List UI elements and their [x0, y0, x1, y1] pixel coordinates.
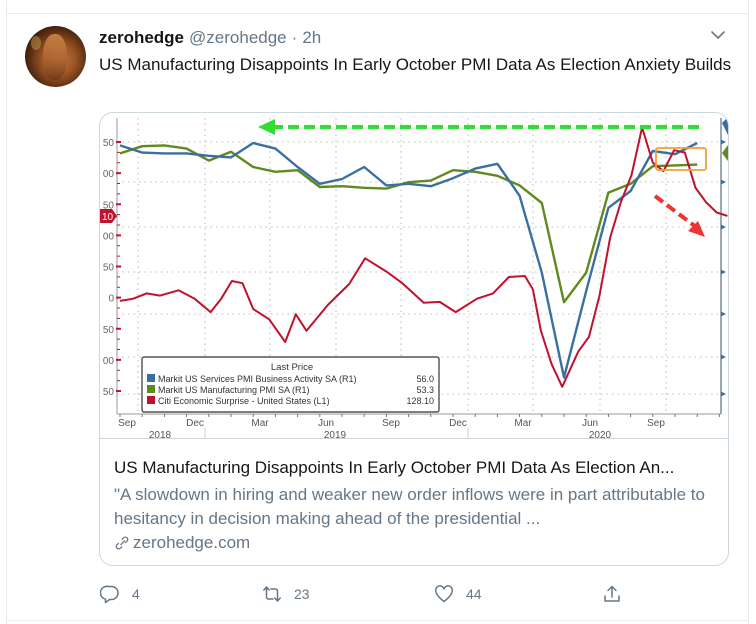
card-domain: zerohedge.com	[114, 533, 250, 553]
card-image-chart: 50 00 50 00 50 0 50 00 50 10 Sep Dec Mar Jun Sep Dec Mar…	[100, 113, 728, 439]
user-handle[interactable]: @zerohedge	[189, 28, 287, 47]
link-icon	[115, 536, 129, 550]
svg-text:00: 00	[103, 356, 115, 367]
column-border-left	[6, 0, 7, 624]
reply-icon	[100, 585, 119, 604]
column-border-right	[748, 0, 749, 624]
share-button[interactable]	[602, 580, 622, 608]
avatar[interactable]	[25, 26, 86, 87]
svg-text:10: 10	[102, 212, 114, 223]
svg-text:2018: 2018	[149, 430, 172, 439]
svg-text:Jun: Jun	[318, 418, 334, 429]
svg-text:Markit US Services PMI Busines: Markit US Services PMI Business Activity…	[158, 374, 357, 384]
tweet-actions: 4 23 44	[0, 580, 756, 608]
reply-button[interactable]: 4	[100, 580, 140, 608]
like-button[interactable]: 44	[434, 580, 482, 608]
svg-text:50: 50	[103, 138, 115, 149]
svg-text:128.10: 128.10	[406, 396, 434, 406]
svg-text:Sep: Sep	[647, 418, 665, 429]
svg-text:00: 00	[103, 231, 115, 242]
separator-dot: ·	[291, 28, 298, 47]
link-card[interactable]: 50 00 50 00 50 0 50 00 50 10 Sep Dec Mar Jun Sep Dec Mar…	[99, 112, 729, 566]
svg-text:Sep: Sep	[118, 418, 136, 429]
svg-text:Mar: Mar	[251, 418, 269, 429]
svg-text:0: 0	[108, 294, 114, 305]
reply-count: 4	[132, 586, 140, 602]
svg-text:Sep: Sep	[382, 418, 400, 429]
card-description: "A slowdown in hiring and weaker new ord…	[114, 485, 705, 528]
chevron-down-icon[interactable]	[710, 29, 726, 41]
tweet-header: zerohedge @zerohedge · 2h	[99, 28, 321, 50]
tweet-divider-bottom	[6, 620, 748, 621]
retweet-button[interactable]: 23	[262, 580, 310, 608]
card-domain-text: zerohedge.com	[133, 533, 251, 552]
svg-text:2020: 2020	[589, 430, 612, 439]
svg-text:Markit US Manufacturing PMI SA: Markit US Manufacturing PMI SA (R1)	[158, 385, 310, 395]
svg-text:50: 50	[103, 263, 115, 274]
retweet-count: 23	[294, 586, 310, 602]
card-title: US Manufacturing Disappoints In Early Oc…	[114, 458, 675, 477]
svg-text:Mar: Mar	[514, 418, 532, 429]
svg-text:00: 00	[103, 169, 115, 180]
svg-text:Dec: Dec	[449, 418, 467, 429]
svg-text:Jun: Jun	[582, 418, 598, 429]
svg-text:53.3: 53.3	[416, 385, 434, 395]
timestamp[interactable]: 2h	[302, 28, 322, 47]
svg-text:2019: 2019	[324, 430, 347, 439]
svg-text:Citi Economic Surprise - Unite: Citi Economic Surprise - United States (…	[158, 396, 330, 406]
heart-icon	[435, 585, 453, 603]
svg-text:50: 50	[103, 387, 115, 398]
svg-text:Last Price: Last Price	[271, 362, 313, 373]
svg-text:50: 50	[103, 325, 115, 336]
svg-text:56.0: 56.0	[416, 374, 434, 384]
tweet-divider-top	[6, 13, 748, 14]
like-count: 44	[466, 586, 482, 602]
display-name[interactable]: zerohedge	[99, 28, 185, 47]
svg-text:Dec: Dec	[186, 418, 204, 429]
retweet-icon	[263, 586, 281, 602]
share-icon	[604, 585, 620, 602]
tweet-text: US Manufacturing Disappoints In Early Oc…	[99, 55, 732, 74]
svg-text:50: 50	[103, 200, 115, 211]
